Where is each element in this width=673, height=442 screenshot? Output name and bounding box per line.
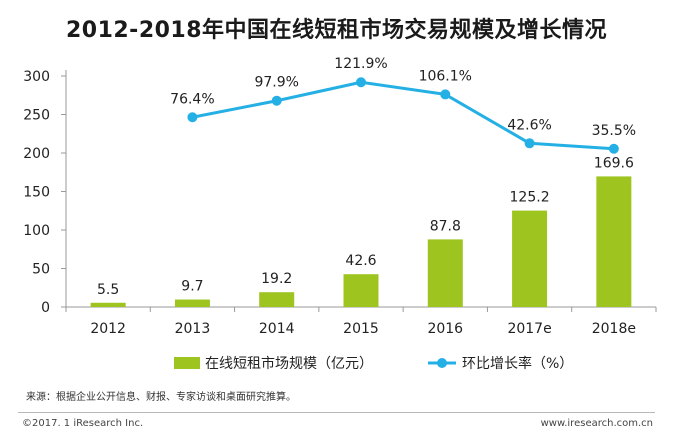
bar-value-label: 87.8 [430,218,461,234]
x-tick-label: 2014 [259,321,295,337]
y-tick-label: 100 [23,223,50,239]
y-tick-label: 0 [41,300,50,316]
bar [343,274,379,307]
growth-point [524,138,535,149]
growth-value-label: 76.4% [170,91,214,107]
chart-title: 2012-2018年中国在线短租市场交易规模及增长情况 [65,18,608,43]
bar [512,210,548,307]
bar [90,302,126,307]
bars: 5.5 9.7 19.2 42.6 87.8 125.2 169.6 [90,155,634,307]
growth-point [187,112,198,123]
copyright: ©2017. 1 iResearch Inc. [22,418,144,429]
growth-value-label: 42.6% [507,117,551,133]
growth-line-path [192,80,614,151]
bar-value-label: 19.2 [261,271,292,287]
footer-divider [18,412,655,413]
legend-line-marker [437,358,447,368]
y-tick-label: 50 [32,262,50,278]
bar-value-label: 42.6 [345,253,376,269]
growth-value-label: 97.9% [254,75,298,91]
legend-line-label: 环比增长率（%） [462,355,573,372]
bar-value-label: 9.7 [181,279,203,295]
growth-line: 76.4% 97.9% 121.9% 106.1% 42.6% 35.5% [170,56,636,154]
source-note: 来源：根据企业公开信息、财报、专家访谈和桌面研究推算。 [26,392,296,403]
x-tick-label: 2013 [175,321,211,337]
legend-bar-swatch [174,357,200,369]
x-tick-label: 2015 [343,321,379,337]
bar-value-label: 5.5 [97,282,119,298]
bar-value-label: 125.2 [510,190,550,206]
growth-point [608,143,619,154]
x-tick-label: 2016 [427,321,463,337]
growth-value-label: 35.5% [592,123,636,139]
growth-point [440,89,451,100]
growth-point [356,77,366,88]
bar [427,239,463,307]
legend: 在线短租市场规模（亿元） 环比增长率（%） [174,355,573,372]
x-tick-label: 2018e [592,321,636,337]
y-tick-label: 150 [23,185,50,201]
bar [259,292,295,307]
website: www.iresearch.com.cn [540,418,653,429]
legend-bar-label: 在线短租市场规模（亿元） [205,355,373,372]
bar [174,299,210,307]
bar [596,176,632,307]
growth-value-label: 121.9% [334,56,387,72]
growth-point [271,95,282,106]
y-tick-label: 200 [23,146,50,162]
y-tick-label: 250 [23,108,50,124]
growth-value-label: 106.1% [419,68,472,84]
x-tick-label: 2017e [507,321,551,337]
y-tick-label: 300 [23,69,50,85]
bar-value-label: 169.6 [594,155,634,171]
x-tick-label: 2012 [90,321,126,337]
